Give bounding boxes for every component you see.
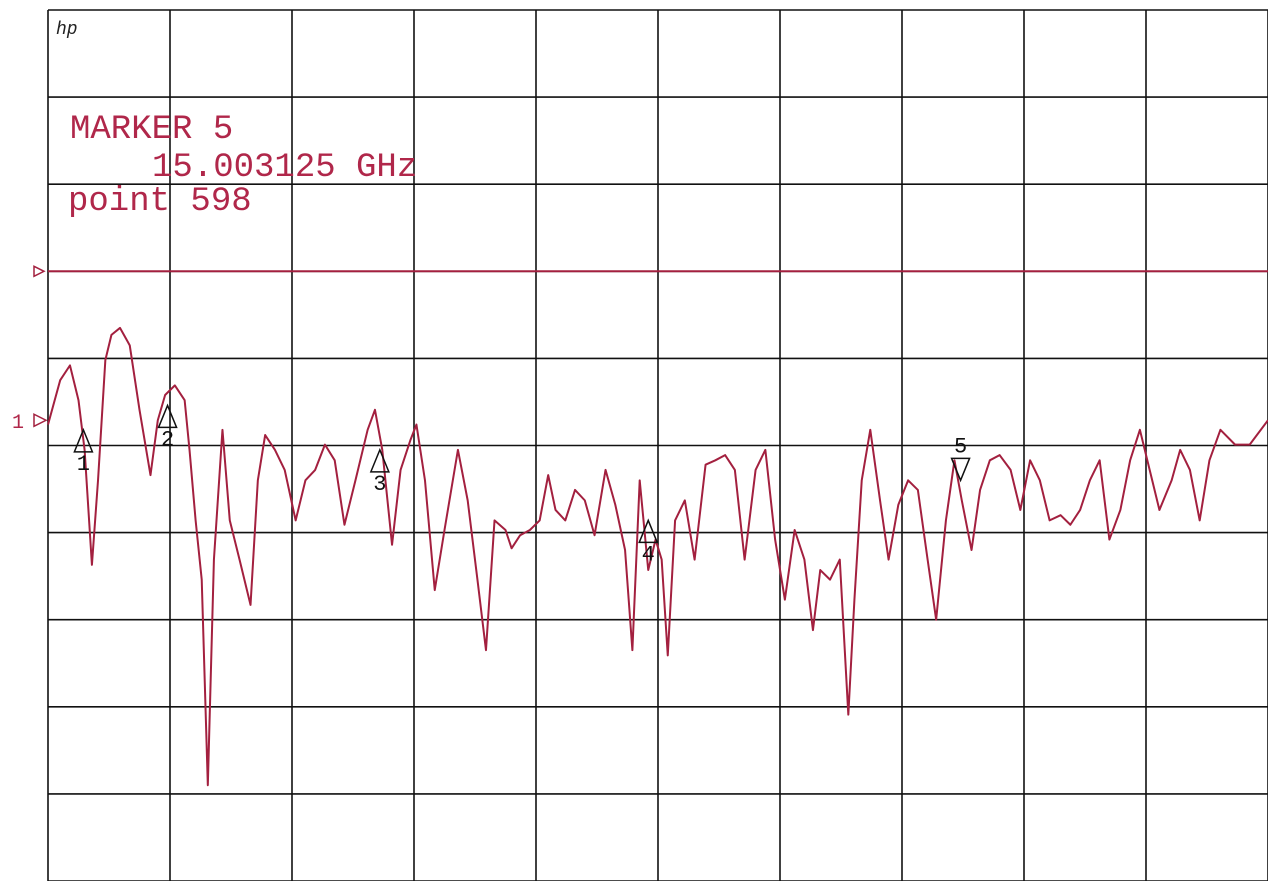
marker [638, 518, 659, 544]
logo: hp [56, 20, 78, 40]
reference-position-arrow [33, 413, 48, 428]
marker [157, 403, 178, 429]
marker-label: 3 [373, 472, 386, 497]
marker [950, 457, 971, 483]
marker-title: MARKER 5 [70, 111, 233, 149]
marker-label: 5 [954, 434, 967, 459]
marker-frequency: 15.003125 GHz [152, 149, 417, 187]
reference-arrow [33, 265, 46, 278]
marker [73, 427, 94, 453]
marker [369, 447, 390, 473]
marker-label: 2 [161, 427, 174, 452]
channel-label: 1 [12, 412, 24, 435]
marker-label: 1 [77, 452, 90, 477]
marker-point: point 598 [68, 183, 252, 221]
marker-label: 4 [642, 542, 655, 567]
trace [47, 326, 1268, 787]
